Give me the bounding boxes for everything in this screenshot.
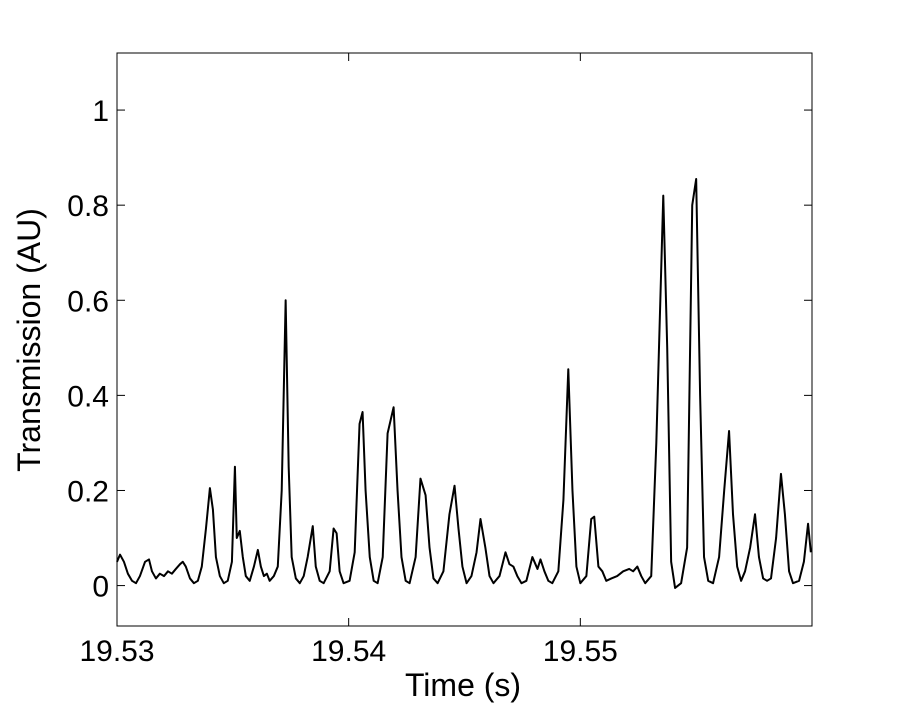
x-tick-label: 19.53 [79, 635, 154, 668]
plot-frame [116, 52, 813, 627]
y-tick-label: 0.6 [67, 285, 109, 318]
data-line [116, 178, 812, 589]
y-axis-label: Transmission (AU) [11, 208, 47, 472]
x-tick-label: 19.55 [543, 635, 618, 668]
y-tick-label: 0.2 [67, 475, 109, 508]
y-tick-label: 0.8 [67, 190, 109, 223]
y-tick-label: 0 [92, 571, 109, 604]
y-tick-label: 1 [92, 95, 109, 128]
y-tick-label: 0.4 [67, 380, 109, 413]
x-axis-label: Time (s) [405, 667, 521, 703]
x-tick-label: 19.54 [311, 635, 386, 668]
